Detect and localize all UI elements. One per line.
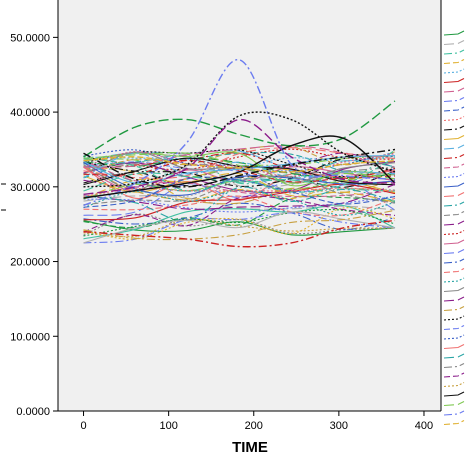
legend-swatch [443, 192, 465, 198]
legend-swatch [443, 306, 465, 312]
legend-swatch [443, 315, 465, 321]
x-tick-label: 300 [330, 420, 348, 432]
legend-swatch [443, 201, 465, 207]
y-tick-label: 40.0000 [10, 107, 50, 119]
legend-swatch [443, 59, 465, 65]
series-line [83, 159, 396, 198]
legend-swatch [443, 182, 465, 188]
series-line [83, 149, 396, 186]
legend [443, 30, 465, 426]
series-line [83, 157, 396, 186]
x-tick-label: 400 [415, 420, 433, 432]
legend-swatch [443, 239, 465, 245]
legend-swatch [443, 325, 465, 331]
series-line [83, 172, 396, 203]
series-line [83, 147, 396, 179]
x-ticks: 0 100 200 300 400 [80, 411, 433, 432]
x-tick-label: 100 [159, 420, 177, 432]
legend-swatch [443, 277, 465, 283]
legend-swatch [443, 410, 465, 416]
legend-swatch [443, 287, 465, 293]
series-line [83, 175, 396, 206]
series-layer [83, 59, 396, 248]
series-line [83, 111, 396, 188]
series-line [83, 160, 396, 183]
series-line [83, 204, 396, 240]
y-tick-label: 0.0000 [16, 406, 50, 418]
legend-swatch [443, 97, 465, 103]
series-line [83, 213, 396, 236]
legend-swatch [443, 78, 465, 84]
series-line [83, 209, 396, 237]
legend-swatch [443, 49, 465, 55]
y-ticks: 0.0000 10.0000 20.0000 30.0000 40.0000 50.000… [10, 32, 58, 418]
legend-swatch [443, 382, 465, 388]
x-tick-label: 200 [245, 420, 263, 432]
series-line [83, 209, 396, 241]
series-line [83, 155, 396, 178]
series-line [83, 183, 396, 210]
legend-swatch [443, 230, 465, 236]
legend-swatch [443, 154, 465, 160]
series-line [83, 157, 396, 193]
legend-swatch [443, 68, 465, 74]
legend-swatch [443, 125, 465, 131]
legend-swatch [443, 144, 465, 150]
legend-swatch [443, 353, 465, 359]
series-line [83, 152, 396, 179]
series-line [83, 195, 396, 229]
legend-swatch [443, 163, 465, 169]
x-tick-label: 0 [80, 420, 86, 432]
legend-swatch [443, 268, 465, 274]
legend-swatch [443, 106, 465, 112]
legend-swatch [443, 87, 465, 93]
series-line [83, 186, 396, 222]
series-line [83, 220, 396, 236]
series-line [83, 172, 396, 192]
y-tick-label: 10.0000 [10, 331, 50, 343]
series-line [83, 149, 396, 172]
series-line [83, 152, 396, 184]
series-line [83, 207, 396, 240]
legend-swatch [443, 258, 465, 264]
legend-swatch [443, 372, 465, 378]
legend-swatch [443, 40, 465, 46]
x-axis-title: TIME [232, 439, 268, 453]
series-line [83, 195, 396, 233]
legend-swatch [443, 296, 465, 302]
series-line [83, 135, 396, 199]
series-line [83, 148, 396, 188]
y-tick-label: 20.0000 [10, 257, 50, 269]
series-line [83, 170, 396, 188]
series-line [83, 156, 396, 173]
series-line [83, 118, 396, 195]
legend-swatch [443, 173, 465, 179]
y-tick-label: 30.0000 [10, 182, 50, 194]
y-tick-label: 50.0000 [10, 32, 50, 44]
legend-swatch [443, 391, 465, 397]
legend-swatch [443, 420, 465, 426]
series-line [83, 153, 396, 189]
series-line [83, 202, 396, 231]
legend-swatch [443, 116, 465, 122]
legend-swatch [443, 363, 465, 369]
legend-swatch [443, 30, 465, 36]
series-line [83, 218, 396, 238]
series-line [83, 219, 396, 248]
series-line [83, 187, 396, 197]
legend-swatch [443, 249, 465, 255]
legend-swatch [443, 334, 465, 340]
series-line [83, 145, 396, 174]
legend-swatch [443, 135, 465, 141]
series-line [83, 195, 396, 211]
series-line [83, 172, 396, 200]
legend-swatch [443, 220, 465, 226]
legend-swatch [443, 401, 465, 407]
legend-swatch [443, 211, 465, 217]
legend-swatch [443, 344, 465, 350]
